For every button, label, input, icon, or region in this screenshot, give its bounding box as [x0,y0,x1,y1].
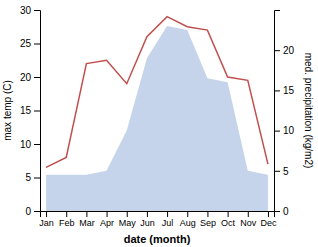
tick-label: 10 [20,139,32,150]
y-axis: 0 5 10 15 20 25 30 [20,5,41,217]
tick: Nov [240,211,257,228]
tick: 10 [274,125,295,136]
tick-mark [268,211,269,217]
tick-mark [248,211,249,217]
tick-mark [34,144,40,145]
tick-label: 20 [283,45,295,56]
precipitation-area [46,26,268,211]
tick-mark [147,211,148,217]
tick: Oct [221,211,236,228]
tick-label: 5 [25,172,31,183]
tick-mark [34,111,40,112]
tick: Sep [200,211,216,228]
y2-axis: 0 5 10 15 20 [274,11,295,217]
tick-label: 25 [20,38,32,49]
chart: Jan Feb Mar Apr MayJun Jul Aug Sep Oct NovDec 0 5 10… [0,0,318,247]
tick-mark [228,211,229,217]
tick: 0 [25,206,40,217]
axis-domain [34,11,41,212]
tick: 30 [20,5,40,16]
tick: Mar [79,211,95,228]
tick-mark [274,90,280,91]
y2-axis-title: med. precipitation (kg/m2) [303,53,314,169]
tick-mark [34,77,40,78]
tick-label: 10 [283,125,295,136]
tick-mark [34,10,40,11]
tick-label: Jan [39,218,54,228]
tick: 0 [274,206,289,217]
tick-label: 15 [283,85,295,96]
tick: 15 [274,85,295,96]
tick: 20 [20,72,40,83]
tick-label: Apr [100,218,114,228]
tick-label: Oct [221,218,236,228]
plot-area: Jan Feb Mar Apr MayJun Jul Aug Sep Oct NovDec 0 5 10… [2,5,314,245]
tick-mark [86,211,87,217]
tick: Jul [162,211,174,228]
tick-label: 5 [283,166,289,177]
tick: 10 [20,139,40,150]
tick-label: Jun [140,218,155,228]
tick-mark [34,178,40,179]
tick-mark [207,211,208,217]
tick-label: 15 [20,105,32,116]
tick: May [119,211,137,228]
tick-label: Dec [260,218,277,228]
tick-label: 0 [283,206,289,217]
y-axis-title: max temp (C) [2,80,13,141]
tick: 15 [20,105,40,116]
tick-label: Jul [162,218,174,228]
tick: Jan [39,211,54,228]
tick-mark [34,211,40,212]
tick-mark [274,211,280,212]
axis-domain [275,11,281,212]
tick-label: 20 [20,72,32,83]
tick: Apr [100,211,114,228]
tick-label: Sep [200,218,216,228]
tick: Aug [180,211,196,228]
tick-label: 0 [25,206,31,217]
tick-label: 30 [20,5,32,16]
tick: Feb [59,211,75,228]
tick-label: Mar [79,218,95,228]
x-axis-title: date (month) [124,233,191,245]
tick: 20 [274,45,295,56]
tick-label: May [119,218,137,228]
tick: Dec [260,211,277,228]
tick: Jun [140,211,155,228]
tick-mark [66,211,67,217]
tick-mark [167,211,168,217]
temperature-line [46,17,268,168]
tick-label: Feb [59,218,75,228]
axis-domain [41,212,275,218]
x-axis: Jan Feb Mar Apr MayJun Jul Aug Sep Oct NovDec [39,211,277,228]
tick-mark [46,211,47,217]
tick: 5 [274,166,289,177]
tick-label: Nov [240,218,257,228]
tick: 5 [25,172,40,183]
marks [46,17,268,211]
tick-mark [274,171,280,172]
tick-mark [274,50,280,51]
tick-mark [187,211,188,217]
tick-mark [34,44,40,45]
tick-mark [127,211,128,217]
tick: 25 [20,38,40,49]
tick-mark [274,131,280,132]
tick-label: Aug [180,218,196,228]
tick-mark [107,211,108,217]
